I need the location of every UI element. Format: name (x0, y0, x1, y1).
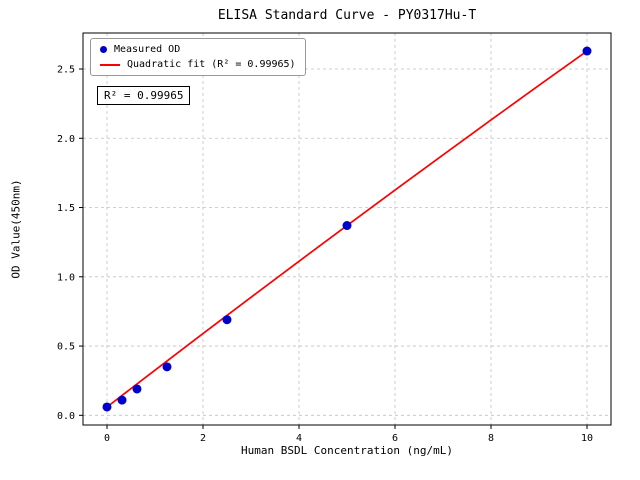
x-tick-label: 0 (104, 433, 110, 444)
r-squared-annotation: R² = 0.99965 (97, 86, 191, 105)
y-tick-label: 2.0 (57, 134, 75, 145)
data-point (132, 384, 142, 394)
data-point (162, 362, 172, 372)
data-point (102, 402, 112, 412)
data-point (222, 315, 232, 325)
legend: Measured OD Quadratic fit (R² = 0.99965) (90, 38, 306, 76)
scatter-marker-icon (100, 46, 107, 53)
data-point (117, 395, 127, 405)
legend-label-quadratic-fit: Quadratic fit (R² = 0.99965) (127, 59, 296, 70)
x-tick-label: 10 (581, 433, 593, 444)
legend-item-quadratic-fit: Quadratic fit (R² = 0.99965) (100, 59, 296, 70)
x-tick-label: 2 (200, 433, 206, 444)
x-tick-label: 8 (488, 433, 494, 444)
data-point (342, 221, 352, 231)
y-tick-label: 1.0 (57, 272, 75, 283)
y-tick-label: 0.0 (57, 411, 75, 422)
x-axis-label: Human BSDL Concentration (ng/mL) (241, 444, 453, 457)
y-tick-label: 2.5 (57, 65, 75, 76)
chart-title: ELISA Standard Curve - PY0317Hu-T (217, 8, 477, 23)
plot-border (82, 32, 612, 426)
legend-item-measured-od: Measured OD (100, 44, 296, 55)
x-tick-label: 4 (296, 433, 302, 444)
x-tick-label: 6 (392, 433, 398, 444)
data-point (582, 46, 592, 56)
y-tick-label: 0.5 (57, 342, 75, 353)
line-marker-icon (100, 63, 120, 66)
y-axis-label: OD Value(450nm) (9, 179, 23, 279)
legend-label-measured-od: Measured OD (114, 44, 181, 55)
y-tick-label: 1.5 (57, 203, 75, 214)
